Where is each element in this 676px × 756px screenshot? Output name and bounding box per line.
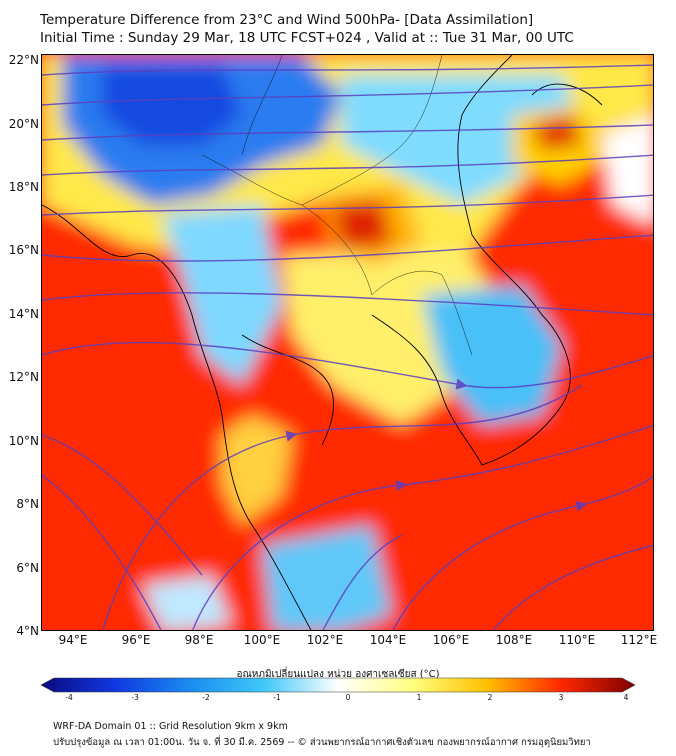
colorbar-tick: -2 — [202, 693, 210, 702]
wind-streamline — [42, 434, 203, 576]
wind-streamline — [42, 124, 653, 141]
lat-label: 8°N — [16, 497, 39, 511]
map-title: Temperature Difference from 23°C and Win… — [40, 12, 534, 28]
coastline-west — [42, 204, 312, 630]
colorbar — [40, 677, 636, 693]
temperature-map[interactable] — [42, 55, 654, 631]
map-subtitle: Initial Time : Sunday 29 Mar, 18 UTC FCS… — [40, 30, 574, 46]
cool-southwest-zone — [142, 575, 232, 630]
border-line — [371, 270, 473, 356]
lat-label: 20°N — [8, 117, 39, 131]
cool-northeast-zone — [342, 75, 582, 205]
colorbar-tick: 0 — [345, 693, 351, 702]
wind-streamline — [322, 534, 403, 630]
wind-streamline — [42, 84, 653, 106]
lon-label: 96°E — [121, 633, 151, 647]
colorbar-tick: -4 — [65, 693, 73, 702]
neutral-east-zone — [602, 115, 653, 225]
hot-north-spot — [332, 200, 392, 250]
wind-streamline — [192, 424, 653, 630]
lat-label: 10°N — [8, 434, 39, 448]
hot-northeast-spot — [532, 115, 582, 150]
map-panel[interactable] — [41, 54, 654, 631]
yellow-southwest-zone — [222, 415, 292, 525]
lat-label: 16°N — [8, 243, 39, 257]
wind-streamline — [492, 544, 653, 630]
lat-label: 22°N — [8, 53, 39, 67]
colorbar-tick: -1 — [273, 693, 281, 702]
footer-model-info: WRF-DA Domain 01 :: Grid Resolution 9km … — [53, 721, 288, 732]
colorbar-title: อุณหภูมิเปลี่ยนแปลง หน่วย องศาเซลเซียส (… — [236, 669, 440, 680]
wind-streamline — [42, 341, 653, 390]
wind-streamline — [42, 474, 162, 630]
lon-label: 108°E — [495, 633, 533, 647]
colorbar-tick: 3 — [558, 693, 564, 702]
border-line — [301, 55, 443, 206]
wind-streamline — [392, 475, 653, 630]
lat-label: 14°N — [8, 307, 39, 321]
colorbar-tick: 1 — [416, 693, 422, 702]
cool-west-zone — [162, 205, 282, 385]
coastline-gulf — [241, 334, 334, 446]
footer-credit: ปรับปรุงข้อมูล ณ เวลา 01:00น. วัน จ. ที่… — [53, 737, 591, 748]
wind-streamline — [42, 154, 653, 176]
colorbar-tick: 2 — [487, 693, 493, 702]
border-line — [241, 55, 283, 156]
lat-label: 12°N — [8, 370, 39, 384]
wind-streamline — [42, 194, 653, 216]
wind-streamline — [42, 64, 653, 76]
coldest-north-zone — [102, 65, 242, 145]
cool-south-zone — [262, 525, 392, 630]
cool-east-zone — [422, 285, 562, 425]
lon-label: 100°E — [243, 633, 281, 647]
wind-streamline — [42, 292, 653, 316]
lon-label: 110°E — [558, 633, 596, 647]
lon-label: 106°E — [432, 633, 470, 647]
lon-label: 102°E — [306, 633, 344, 647]
lat-label: 6°N — [16, 561, 39, 575]
coastline-east — [371, 55, 571, 466]
lon-label: 98°E — [184, 633, 214, 647]
wind-streamline — [101, 384, 583, 630]
lat-label: 4°N — [16, 624, 39, 638]
lat-label: 18°N — [8, 180, 39, 194]
lon-label: 112°E — [620, 633, 658, 647]
lon-label: 94°E — [58, 633, 88, 647]
lon-label: 104°E — [369, 633, 407, 647]
colorbar-tick: -3 — [131, 693, 139, 702]
colorbar-strip — [40, 677, 636, 693]
wind-streamline — [42, 234, 653, 262]
colorbar-tick: 4 — [623, 693, 629, 702]
